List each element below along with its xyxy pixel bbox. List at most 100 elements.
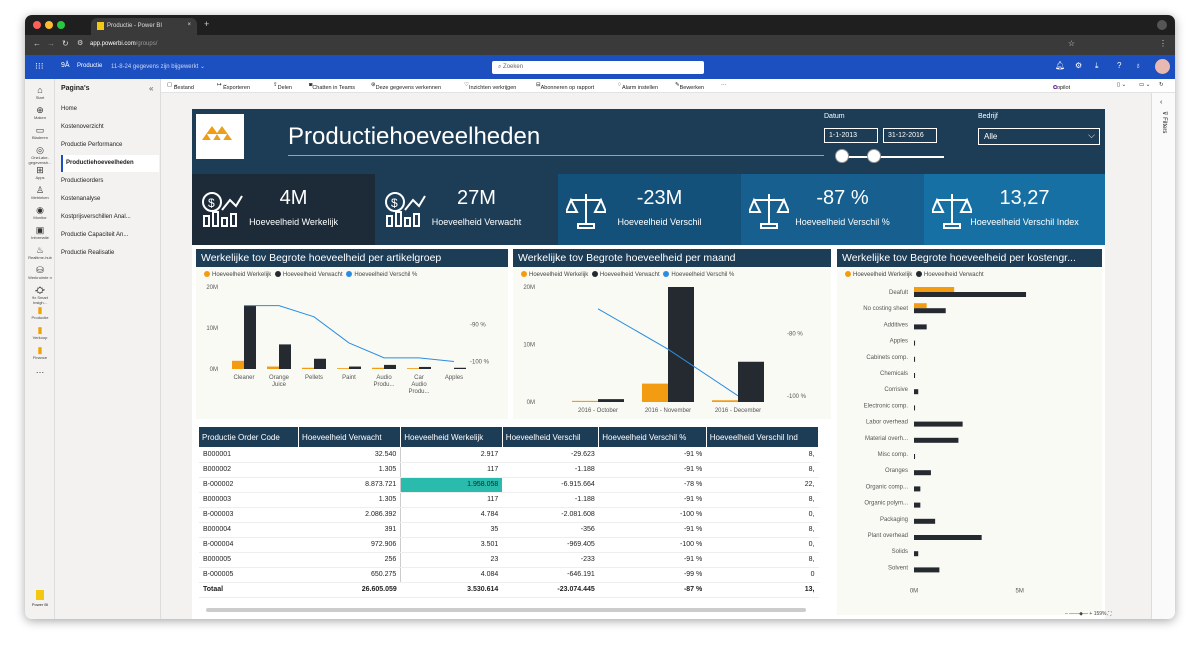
url-field[interactable]: app.powerbi.com/groups/: [90, 41, 157, 47]
bar-werkelijk[interactable]: [267, 366, 279, 369]
share-button[interactable]: ⇪ Delen: [273, 82, 292, 91]
last-updated[interactable]: 11-8-24 gegevens zijn bijgewerkt ⌄: [111, 64, 205, 70]
bar-verwacht[interactable]: [914, 454, 916, 459]
bar-werkelijk[interactable]: [232, 360, 244, 369]
bookmark-star-icon[interactable]: ☆: [1067, 39, 1075, 48]
alert-button[interactable]: ♢ Alarm instellen: [617, 82, 659, 91]
help-icon[interactable]: ?: [1117, 61, 1122, 70]
rail-item[interactable]: ♙ Metrieken: [25, 185, 55, 200]
page-item[interactable]: Productie Performance: [61, 142, 123, 148]
rail-item[interactable]: ▭ Bladeren: [25, 125, 55, 140]
bar-werkelijk[interactable]: [372, 367, 384, 369]
bar-verwacht[interactable]: [314, 358, 326, 369]
bar-verwacht[interactable]: [454, 367, 466, 369]
bar-verwacht[interactable]: [914, 373, 916, 378]
bar-verwacht[interactable]: [279, 344, 291, 369]
subscribe-button[interactable]: ⊟ Abonneren op rapport: [536, 82, 595, 91]
bar-verwacht[interactable]: [914, 389, 919, 395]
column-header[interactable]: Productie Order Code: [199, 427, 300, 447]
page-item[interactable]: Productie Capaciteit An...: [61, 232, 129, 238]
page-item[interactable]: Home: [61, 106, 78, 112]
bar-werkelijk[interactable]: [572, 400, 598, 402]
rail-item[interactable]: ⛮ 9x Smart Insigh...: [25, 285, 55, 305]
rail-item[interactable]: ▮ Productie: [25, 305, 55, 320]
bar-verwacht[interactable]: [914, 502, 921, 508]
rail-item[interactable]: ▮ Verkoop: [25, 325, 55, 340]
table-horizontal-scrollbar[interactable]: [206, 608, 806, 612]
filters-label[interactable]: ⊽ Filters: [1161, 111, 1168, 133]
reload-icon[interactable]: ↻: [62, 39, 69, 48]
bar-verwacht[interactable]: [244, 305, 256, 369]
teams-button[interactable]: ◙ Chatten in Teams: [309, 82, 356, 91]
rail-item[interactable]: ⊕ Maken: [25, 105, 55, 120]
bar-verwacht[interactable]: [598, 399, 624, 402]
bar-verwacht[interactable]: [738, 361, 764, 402]
date-from-input[interactable]: 1-1-2013: [824, 128, 878, 143]
page-item[interactable]: Kostprijsverschillen Anal...: [61, 214, 131, 220]
expand-filters-icon[interactable]: ‹: [1160, 99, 1163, 106]
table-row[interactable]: B-000005 650.275 4.084 -646.191 -99 % 0: [199, 567, 819, 583]
bar-werkelijk[interactable]: [642, 383, 668, 402]
tab-close-icon[interactable]: ×: [187, 22, 191, 28]
rail-item[interactable]: ⊞ Apps: [25, 165, 55, 180]
layout-menu-icon[interactable]: ▭ ⌄: [1139, 82, 1151, 88]
table-row[interactable]: B-000002 8.873.721 1.958.058 -6.915.664 -78 …: [199, 477, 819, 493]
zoom-control[interactable]: – ——◆— + 159% ⛶: [1065, 611, 1112, 617]
table-row[interactable]: B000003 1.305 117 -1.188 -91 % 8,: [199, 492, 819, 508]
page-item[interactable]: Productie Realisatie: [61, 250, 115, 256]
rail-item[interactable]: ♨ Realtime-hub: [25, 245, 55, 260]
explore-button[interactable]: ⊛ Deze gegevens verkennen: [371, 82, 442, 91]
refresh-icon[interactable]: ↻: [1159, 82, 1164, 88]
bar-werkelijk[interactable]: [712, 400, 738, 402]
new-tab-button[interactable]: +: [204, 19, 210, 29]
bar-werkelijk[interactable]: [407, 368, 419, 369]
page-item[interactable]: Productieorders: [61, 178, 104, 184]
bar-verwacht[interactable]: [914, 535, 982, 540]
table-row[interactable]: B000002 1.305 117 -1.188 -91 % 8,: [199, 462, 819, 478]
edit-button[interactable]: ✎ Bewerken: [675, 82, 705, 91]
company-dropdown[interactable]: Alle ⌵: [978, 128, 1100, 145]
bar-verwacht[interactable]: [914, 486, 921, 492]
bar-verwacht[interactable]: [914, 324, 927, 330]
tab-search-icon[interactable]: [1157, 20, 1167, 30]
column-header[interactable]: Hoeveelheid Werkelijk: [400, 427, 503, 447]
notifications-icon[interactable]: 🔔︎: [1055, 61, 1066, 70]
bar-verwacht[interactable]: [914, 470, 931, 476]
chart-kostengroep[interactable]: Deafult No costing sheet Additives Apples Ca…: [837, 281, 1102, 611]
share-feedback-icon[interactable]: ♁: [1135, 61, 1141, 70]
column-header[interactable]: Hoeveelheid Verschil: [502, 427, 600, 447]
bar-werkelijk[interactable]: [914, 303, 927, 309]
column-header[interactable]: Hoeveelheid Verwacht: [298, 427, 402, 447]
rail-item[interactable]: ▣ Informatie: [25, 225, 55, 240]
browser-menu-icon[interactable]: ⋮: [1159, 39, 1167, 48]
table-row[interactable]: B-000003 2.086.392 4.784 -2.081.608 -100 % 0,: [199, 507, 819, 523]
bar-werkelijk[interactable]: [302, 367, 314, 369]
bar-verwacht[interactable]: [914, 405, 916, 411]
date-slider-start-handle[interactable]: [835, 149, 849, 163]
table-row[interactable]: B000004 391 35 -356 -91 % 8,: [199, 522, 819, 538]
site-settings-icon[interactable]: ⚙: [77, 40, 84, 47]
table-row[interactable]: B-000004 972.906 3.501 -969.405 -100 % 0,: [199, 537, 819, 553]
bar-verwacht[interactable]: [914, 340, 916, 346]
back-icon[interactable]: ←: [33, 39, 41, 48]
export-menu[interactable]: ↦ Exporteren ⌄: [217, 82, 251, 91]
column-header[interactable]: Hoeveelheid Verschil %: [598, 427, 707, 447]
bar-verwacht[interactable]: [914, 518, 936, 524]
bar-verwacht[interactable]: [914, 308, 946, 314]
page-item[interactable]: Kostenoverzicht: [61, 124, 104, 130]
line-verschil-pct[interactable]: [597, 308, 739, 397]
file-menu[interactable]: ▢ Bestand ⌄: [167, 82, 194, 91]
maximize-window-icon[interactable]: [57, 21, 65, 29]
column-header[interactable]: Hoeveelheid Verschil Ind: [706, 427, 820, 447]
page-item[interactable]: Productiehoeveelheden: [61, 155, 159, 172]
bar-verwacht[interactable]: [419, 366, 431, 369]
line-verschil-pct[interactable]: [244, 305, 455, 363]
chart-maand[interactable]: 20M 10M 0M -80 % -100 % 2016 - October 2016 - …: [513, 281, 831, 421]
date-to-input[interactable]: 31-12-2016: [883, 128, 937, 143]
close-window-icon[interactable]: [33, 21, 41, 29]
rail-item[interactable]: ⛁ Werkruimte n: [25, 265, 55, 280]
bar-verwacht[interactable]: [914, 551, 919, 557]
table-row[interactable]: B000005 256 23 -233 -91 % 8,: [199, 552, 819, 568]
view-menu-icon[interactable]: ▯ ⌄: [1117, 82, 1127, 88]
